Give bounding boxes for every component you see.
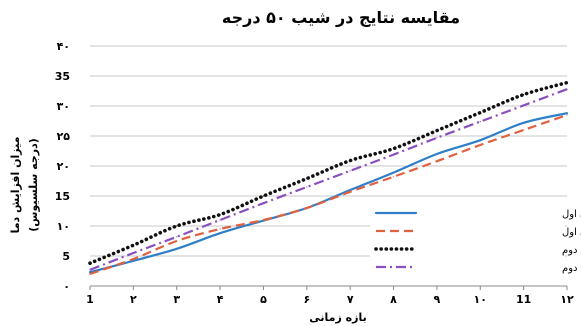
data-point	[219, 232, 221, 234]
data-point	[479, 112, 481, 114]
x-tick-label: ۳	[173, 293, 180, 306]
data-point	[349, 160, 351, 162]
data-point	[436, 130, 438, 132]
data-point	[436, 160, 438, 162]
data-point	[306, 186, 308, 188]
data-point	[89, 271, 91, 273]
x-tick-label: 11	[516, 293, 531, 306]
data-point	[176, 236, 178, 238]
data-point	[219, 228, 221, 230]
series-line-4	[89, 88, 568, 271]
series-lines	[88, 80, 569, 276]
data-point	[566, 88, 568, 90]
y-tick-label: 15	[55, 190, 70, 203]
data-point	[132, 244, 134, 246]
data-point	[479, 121, 481, 123]
y-tick-label: 5	[62, 250, 70, 263]
axes: ۰ 5 ۱۰ 15 ۲۰ ۲۵ ۳۰ 35 ۴۰ 1 ۲ ۳ ۴ ۵ ۶ ۷ ۸ ۹ ۱۰ 11 ۱۲	[55, 40, 574, 306]
legend-label-4: نتایج محاسبات در محدوده زمانی دوم	[562, 263, 581, 274]
x-tick-label: ۱۲	[560, 293, 574, 306]
y-tick-label: ۰	[63, 280, 70, 293]
data-point	[262, 219, 265, 221]
data-point	[306, 207, 308, 209]
y-tick-label: ۲۵	[57, 130, 71, 143]
x-tick-label: ۹	[434, 293, 441, 306]
data-point	[89, 262, 91, 264]
data-point	[436, 137, 438, 139]
data-point	[523, 129, 525, 131]
data-point	[349, 170, 351, 172]
y-tick-label: ۲۰	[57, 160, 70, 173]
data-point	[176, 248, 178, 250]
y-axis-label: میزان افزایش دما (درجه سلسیوس)	[9, 137, 40, 234]
legend-label-1: نتایج آزمایش در محدوده زمانی اول	[562, 207, 581, 220]
y-tick-label: 35	[55, 70, 70, 83]
data-point	[479, 139, 481, 141]
x-tick-label: ۱۰	[474, 293, 487, 306]
data-point	[523, 122, 525, 124]
y-axis-label-line2: (درجه سلسیوس)	[27, 138, 40, 232]
data-point	[89, 269, 91, 271]
data-point	[219, 214, 221, 216]
data-point	[349, 191, 351, 193]
x-tick-label: ۵	[260, 293, 267, 306]
legend-label-3: نتایج آزمایش در محدوده زمانی دوم	[562, 243, 581, 256]
series-line-2	[89, 113, 568, 276]
data-point	[566, 114, 568, 116]
data-point	[566, 112, 568, 114]
data-point	[392, 172, 395, 174]
data-point	[132, 260, 134, 262]
x-tick-label: ۲	[130, 293, 137, 306]
legend-label-2: نتایج محاسبات در محدوده زمانی اول	[562, 227, 581, 238]
x-tick-label: ۸	[390, 293, 397, 306]
data-point	[392, 148, 395, 150]
x-axis-label: بازه زمانی	[309, 311, 366, 324]
data-point	[479, 144, 481, 146]
data-point	[523, 94, 525, 96]
x-tick-label: 1	[86, 293, 94, 306]
data-point	[262, 195, 265, 197]
data-point	[132, 258, 134, 260]
legend-box	[370, 203, 565, 278]
data-point	[132, 252, 134, 254]
chart-title: مقایسه نتایج در شیب ۵۰ درجه	[222, 8, 460, 27]
series-line-1	[88, 112, 569, 274]
legend: نتایج آزمایش در محدوده زمانی اول نتایج مح…	[370, 203, 581, 278]
data-point	[176, 225, 178, 227]
data-point	[523, 104, 525, 106]
data-point	[349, 189, 351, 191]
data-point	[392, 176, 395, 178]
y-tick-label: ۳۰	[57, 100, 70, 113]
data-point	[219, 219, 221, 221]
data-point	[176, 240, 178, 242]
data-point	[566, 82, 568, 84]
x-tick-label: ۷	[347, 293, 354, 306]
data-point	[306, 178, 308, 180]
data-point	[89, 273, 91, 275]
data-point	[436, 153, 438, 155]
x-tick-label: ۶	[303, 293, 310, 306]
y-tick-label: ۱۰	[57, 220, 70, 233]
y-tick-label: ۴۰	[57, 40, 70, 53]
y-axis-label-line1: میزان افزایش دما	[9, 137, 22, 234]
data-point	[262, 202, 265, 204]
x-tick-label: ۴	[217, 293, 224, 306]
grid	[90, 45, 567, 287]
data-point	[392, 154, 395, 156]
series-line-3	[88, 80, 569, 265]
